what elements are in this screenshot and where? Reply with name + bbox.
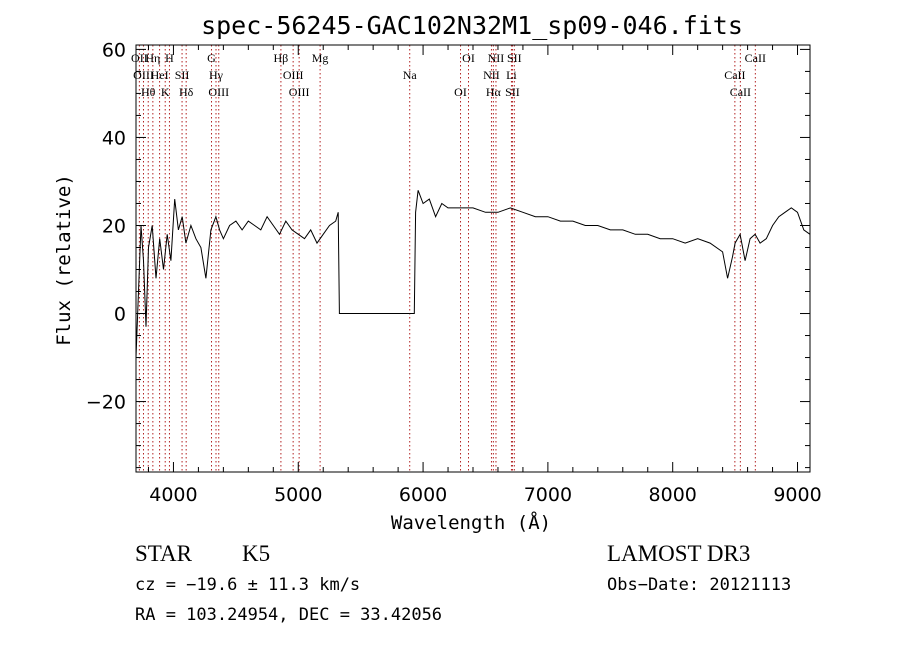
line-marker-label: OI: [462, 51, 475, 65]
x-tick-label: 6000: [399, 484, 447, 506]
line-marker-label: OIII: [208, 85, 229, 99]
object-class: STAR: [135, 541, 193, 566]
chart-title: spec-56245-GAC102N32M1_sp09-046.fits: [201, 11, 743, 40]
line-marker-label: NII: [488, 51, 505, 65]
line-marker-label: OII: [131, 51, 148, 65]
x-axis-ticks: 4000 5000 6000 7000 8000 9000: [147, 45, 822, 506]
line-marker-label: OI: [454, 85, 467, 99]
observation-date: Obs−Date: 20121113: [607, 575, 791, 595]
x-tick-label: 7000: [524, 484, 572, 506]
x-axis-label: Wavelength (Å): [391, 511, 551, 534]
line-marker-label: Mg: [312, 51, 329, 65]
line-marker-label: OIII: [283, 68, 304, 82]
line-marker-label: NII: [483, 68, 500, 82]
line-marker-label: Hθ: [141, 85, 156, 99]
y-axis-label: Flux (relative): [53, 174, 75, 346]
line-marker-label: HeI: [151, 68, 169, 82]
survey-name: LAMOST DR3: [607, 541, 750, 566]
y-tick-label: 0: [114, 304, 126, 326]
line-marker-label: G: [207, 51, 216, 65]
line-marker-label: CaII: [724, 68, 745, 82]
line-marker-label: Li: [506, 68, 517, 82]
x-tick-label: 9000: [773, 484, 821, 506]
x-tick-label: 4000: [149, 484, 197, 506]
line-marker-label: H: [165, 51, 174, 65]
line-marker-label: Hγ: [209, 68, 224, 82]
x-tick-label: 8000: [649, 484, 697, 506]
redshift-cz: cz = −19.6 ± 11.3 km/s: [135, 575, 360, 595]
y-tick-label: −20: [86, 392, 126, 414]
spectrum-line: [135, 190, 811, 358]
line-marker-labels: OIIOIIIHθHηHeIKHSIIHδGHγOIIIHβOIIIOIIIMg…: [131, 51, 766, 99]
y-tick-label: 40: [102, 127, 126, 149]
plot-frame: [135, 44, 811, 473]
object-subclass: K5: [242, 541, 270, 566]
line-marker-label: CaII: [730, 85, 751, 99]
y-tick-label: 20: [102, 215, 126, 237]
y-tick-label: 60: [102, 39, 126, 61]
line-marker-label: Hη: [145, 51, 160, 65]
line-marker-label: Hβ: [274, 51, 289, 65]
line-marker-label: Hα: [486, 85, 502, 99]
line-marker-label: SII: [505, 85, 520, 99]
line-marker-label: Hδ: [179, 85, 194, 99]
line-markers: [138, 45, 756, 472]
line-marker-label: Na: [403, 68, 418, 82]
line-marker-label: SII: [507, 51, 522, 65]
coordinates: RA = 103.24954, DEC = 33.42056: [135, 605, 442, 625]
line-marker-label: CaII: [745, 51, 766, 65]
x-tick-label: 5000: [274, 484, 322, 506]
line-marker-label: K: [161, 85, 170, 99]
line-marker-label: SII: [175, 68, 190, 82]
line-marker-label: OIII: [289, 85, 310, 99]
y-axis-ticks: −20 0 20 40 60: [86, 39, 810, 469]
